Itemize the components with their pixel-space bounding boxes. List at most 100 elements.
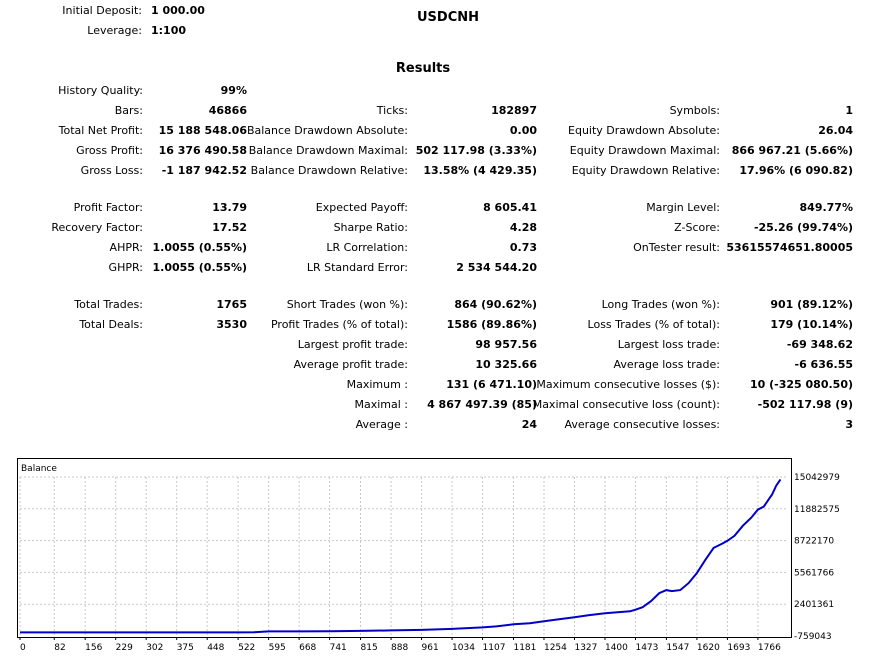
col3-label: Largest loss trade: (617, 338, 720, 351)
col3-label: Symbols: (669, 104, 720, 117)
col1-label: Gross Loss: (80, 164, 143, 177)
col1-value: 17.52 (212, 221, 247, 234)
col2-label: Balance Drawdown Absolute: (246, 124, 408, 137)
col1-value: 13.79 (212, 201, 247, 214)
col3-value: -25.26 (99.74%) (753, 221, 853, 234)
col3-label: Average loss trade: (613, 358, 720, 371)
col2-value: 24 (521, 418, 537, 431)
y-tick-label: 8722170 (794, 537, 834, 547)
x-tick-label: 1473 (635, 643, 658, 653)
col3-label: Z-Score: (674, 221, 720, 234)
col2-label: Average profit trade: (293, 358, 408, 371)
col1-value: 1.0055 (0.55%) (152, 261, 248, 274)
col1-label: Recovery Factor: (51, 221, 143, 234)
balance-line (20, 478, 782, 634)
col3-label: Long Trades (won %): (601, 298, 720, 311)
col2-value: 10 325.66 (475, 358, 537, 371)
col2-label: Sharpe Ratio: (333, 221, 408, 234)
col2-value: 13.58% (4 429.35) (423, 164, 537, 177)
col3-value: -69 348.62 (786, 338, 853, 351)
col3-label: Equity Drawdown Relative: (571, 164, 720, 177)
col3-value: 10 (-325 080.50) (750, 378, 853, 391)
col2-label: Average : (355, 418, 408, 431)
col2-value: 502 117.98 (3.33%) (415, 144, 537, 157)
col2-value: 1586 (89.86%) (446, 318, 537, 331)
x-tick-label: 1400 (605, 643, 628, 653)
col3-value: 901 (89.12%) (770, 298, 853, 311)
initial-deposit-label: Initial Deposit: (62, 4, 142, 17)
x-tick-label: 1254 (544, 643, 567, 653)
col2-value: 8 605.41 (483, 201, 537, 214)
col1-label: AHPR: (109, 241, 143, 254)
leverage-label: Leverage: (87, 24, 142, 37)
col3-label: OnTester result: (633, 241, 720, 254)
col2-value: 182897 (491, 104, 537, 117)
x-tick-label: 1034 (452, 643, 475, 653)
y-tick-label: -759043 (794, 632, 832, 642)
col3-label: Equity Drawdown Maximal: (569, 144, 720, 157)
x-tick-label: 815 (361, 643, 378, 653)
col2-label: Balance Drawdown Maximal: (248, 144, 408, 157)
y-tick-label: 2401361 (794, 600, 834, 610)
col2-label: Ticks: (376, 104, 408, 117)
initial-deposit-value: 1 000.00 (151, 4, 205, 17)
x-tick-label: 522 (238, 643, 255, 653)
x-tick-label: 229 (116, 643, 133, 653)
col1-value: 1.0055 (0.55%) (152, 241, 248, 254)
col2-value: 864 (90.62%) (454, 298, 537, 311)
col1-value: 46866 (208, 104, 247, 117)
col1-value: 3530 (216, 318, 247, 331)
col3-value: 26.04 (818, 124, 853, 137)
col2-label: Profit Trades (% of total): (270, 318, 408, 331)
col2-label: LR Correlation: (326, 241, 408, 254)
col1-value: -1 187 942.52 (161, 164, 247, 177)
col1-label: Bars: (114, 104, 143, 117)
col1-label: History Quality: (58, 84, 143, 97)
symbol-title: USDCNH (416, 10, 479, 25)
col3-value: 1 (845, 104, 853, 117)
x-tick-label: 668 (299, 643, 316, 653)
col1-value: 1765 (216, 298, 247, 311)
balance-chart: Balance 15042979 11882575 8722170 5561766 240… (17, 458, 840, 653)
balance-chart-svg: Balance 15042979 11882575 8722170 5561766 240… (19, 464, 840, 653)
results-title: Results (395, 61, 451, 76)
x-tick-label: 1107 (483, 643, 506, 653)
col2-label: Maximal : (354, 398, 408, 411)
x-tick-label: 0 (20, 643, 26, 653)
y-tick-label: 11882575 (794, 505, 840, 515)
x-tick-label: 156 (85, 643, 102, 653)
col3-value: 866 967.21 (5.66%) (731, 144, 853, 157)
x-tick-label: 375 (177, 643, 194, 653)
col2-label: LR Standard Error: (306, 261, 408, 274)
x-tick-label: 741 (330, 643, 347, 653)
x-tick-label: 888 (391, 643, 408, 653)
col1-value: 16 376 490.58 (158, 144, 247, 157)
col2-value: 2 534 544.20 (456, 261, 537, 274)
leverage-value: 1:100 (151, 24, 187, 37)
col1-value: 15 188 548.06 (158, 124, 247, 137)
col2-value: 4.28 (509, 221, 537, 234)
y-tick-label: 5561766 (794, 568, 834, 578)
x-tick-label: 82 (54, 643, 65, 653)
col2-label: Expected Payoff: (315, 201, 408, 214)
col3-value: 3 (845, 418, 853, 431)
y-tick-label: 15042979 (794, 473, 840, 483)
x-tick-label: 1693 (727, 643, 750, 653)
x-tick-label: 1181 (513, 643, 536, 653)
col1-label: Total Deals: (79, 318, 143, 331)
col3-value: -502 117.98 (9) (757, 398, 853, 411)
col3-value: -6 636.55 (794, 358, 854, 371)
x-tick-label: 595 (269, 643, 286, 653)
chart-title: Balance (21, 464, 57, 474)
col2-label: Maximum : (346, 378, 408, 391)
col3-label: Maximal consecutive loss (count): (532, 398, 720, 411)
col2-value: 98 957.56 (475, 338, 537, 351)
col2-value: 0.73 (509, 241, 537, 254)
col1-label: Profit Factor: (73, 201, 143, 214)
col3-label: Average consecutive losses: (564, 418, 720, 431)
col3-value: 179 (10.14%) (770, 318, 853, 331)
x-tick-label: 1327 (574, 643, 597, 653)
col3-label: Loss Trades (% of total): (587, 318, 720, 331)
col2-label: Short Trades (won %): (286, 298, 408, 311)
col2-label: Balance Drawdown Relative: (250, 164, 408, 177)
